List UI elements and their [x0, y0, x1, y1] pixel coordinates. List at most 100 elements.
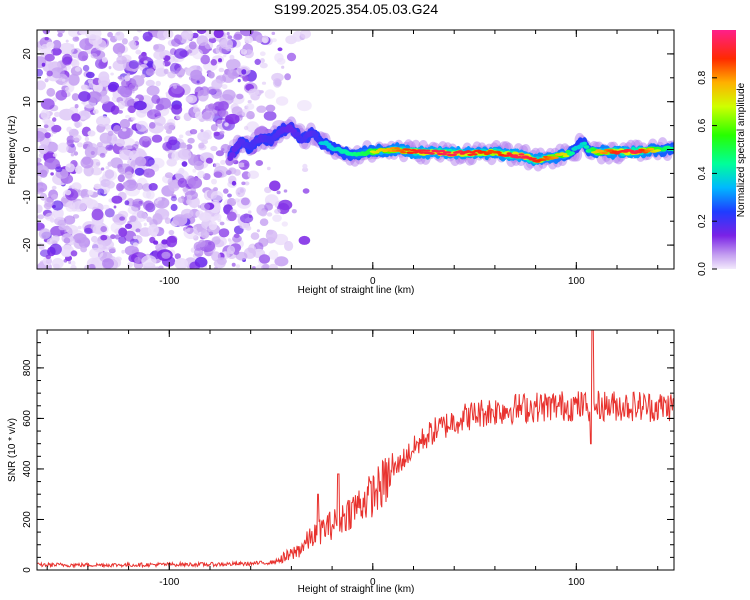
- ridge-point: [229, 152, 236, 158]
- noise-blob: [114, 234, 120, 240]
- noise-blob: [192, 48, 204, 60]
- noise-blob: [51, 124, 62, 133]
- ridge-point: [648, 147, 655, 151]
- noise-blob: [177, 177, 187, 188]
- noise-blob: [246, 111, 255, 120]
- noise-blob: [164, 172, 174, 179]
- noise-blob: [141, 255, 157, 267]
- noise-blob: [266, 212, 273, 217]
- noise-blob: [52, 207, 64, 220]
- y-tick-label: -10: [22, 190, 33, 205]
- y-tick-label: 200: [22, 511, 33, 528]
- noise-blob: [210, 59, 217, 66]
- noise-blob: [269, 180, 281, 192]
- noise-blob: [87, 130, 96, 137]
- noise-blob: [153, 50, 166, 60]
- colorbar-label: Normalized spectral amplitude: [736, 82, 747, 217]
- y-tick-label: 20: [22, 48, 33, 60]
- noise-blob: [286, 52, 297, 62]
- noise-blob: [218, 228, 230, 238]
- noise-blob: [142, 136, 150, 142]
- ridge-point: [560, 152, 568, 156]
- ridge-point: [583, 145, 590, 149]
- ridge-point: [518, 153, 525, 156]
- noise-blob: [151, 134, 163, 143]
- noise-blob: [171, 85, 184, 94]
- noise-blob: [57, 142, 69, 153]
- noise-blob: [189, 129, 198, 135]
- noise-blob: [135, 228, 141, 233]
- noise-blob: [175, 170, 189, 181]
- noise-blob: [231, 262, 236, 267]
- noise-blob: [277, 47, 283, 52]
- y-tick-label: 0: [22, 567, 33, 573]
- noise-blob: [158, 265, 164, 269]
- noise-blob: [124, 75, 131, 82]
- noise-blob: [110, 234, 116, 240]
- noise-blob: [231, 106, 243, 116]
- noise-blob: [122, 128, 127, 132]
- noise-blob: [208, 37, 217, 44]
- ridge-point: [444, 151, 452, 154]
- ridge-point: [601, 151, 608, 155]
- noise-blob: [46, 238, 54, 245]
- noise-blob: [71, 113, 81, 122]
- noise-blob: [213, 213, 222, 221]
- noise-blob: [65, 201, 76, 212]
- noise-blob: [302, 163, 308, 169]
- noise-blob: [52, 153, 58, 157]
- noise-blob: [179, 142, 187, 149]
- x-tick-label: -100: [159, 276, 179, 287]
- noise-blob: [161, 239, 168, 245]
- noise-blob: [77, 225, 82, 230]
- noise-blob: [118, 167, 125, 173]
- noise-blob: [166, 235, 178, 248]
- noise-blob: [102, 101, 116, 113]
- noise-blob: [192, 106, 202, 114]
- noise-blob: [95, 162, 101, 166]
- noise-blob: [55, 166, 63, 173]
- noise-blob: [265, 104, 276, 113]
- noise-blob: [208, 220, 218, 231]
- noise-blob: [51, 257, 64, 269]
- noise-blob: [240, 48, 248, 55]
- noise-blob: [128, 60, 139, 69]
- noise-blob: [262, 263, 270, 269]
- noise-blob: [98, 244, 104, 249]
- noise-blob: [74, 36, 79, 41]
- noise-blob: [263, 111, 277, 121]
- noise-blob: [108, 66, 112, 70]
- noise-blob: [197, 89, 209, 102]
- noise-blob: [181, 30, 194, 40]
- noise-blob: [138, 53, 148, 62]
- noise-blob: [175, 149, 192, 161]
- noise-blob: [85, 71, 95, 79]
- colorbar-tick-label: 0.2: [697, 214, 708, 228]
- noise-blob: [194, 92, 199, 96]
- noise-blob: [136, 30, 143, 33]
- noise-blob: [86, 91, 102, 103]
- noise-blob: [58, 42, 75, 55]
- noise-blob: [117, 174, 125, 183]
- ridge-point: [562, 154, 570, 158]
- ridge-point: [312, 132, 319, 139]
- noise-blob: [84, 136, 90, 142]
- noise-blob: [175, 67, 185, 78]
- noise-blob: [100, 234, 108, 241]
- noise-blob: [271, 38, 277, 43]
- noise-blob: [70, 264, 77, 269]
- noise-blob: [183, 227, 199, 239]
- noise-blob: [68, 73, 80, 86]
- noise-blob: [38, 228, 51, 240]
- ridge-point: [394, 147, 401, 150]
- noise-blob: [132, 242, 139, 247]
- noise-blob: [43, 124, 49, 129]
- noise-blob: [102, 258, 114, 269]
- noise-blob: [119, 149, 124, 154]
- noise-blob: [77, 51, 89, 62]
- noise-blob: [51, 194, 58, 200]
- noise-blob: [37, 214, 44, 220]
- noise-blob: [124, 171, 133, 179]
- noise-blob: [172, 214, 188, 227]
- noise-blob: [65, 39, 69, 43]
